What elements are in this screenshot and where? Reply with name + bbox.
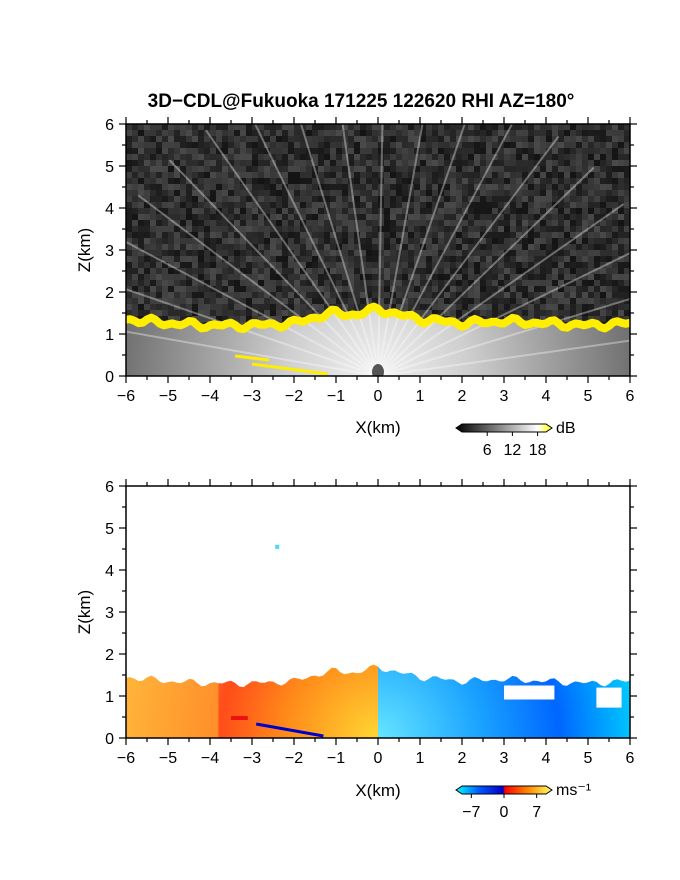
velocity-colorbar-unit: ms⁻¹ bbox=[556, 782, 591, 799]
velocity-xtick-label: −5 bbox=[159, 750, 177, 767]
backscatter-xtick-label: −1 bbox=[327, 388, 345, 405]
velocity-xtick-label: 2 bbox=[458, 750, 467, 767]
velocity-xtick-label: −2 bbox=[285, 750, 303, 767]
velocity-xtick-label: −4 bbox=[201, 750, 219, 767]
velocity-xtick-label: 3 bbox=[500, 750, 509, 767]
backscatter-xtick-label: −4 bbox=[201, 388, 219, 405]
backscatter-xtick-label: −6 bbox=[117, 388, 135, 405]
backscatter-ylabel: Z(km) bbox=[75, 228, 94, 272]
backscatter-colorbar-tick: 18 bbox=[529, 442, 547, 459]
velocity-ytick-label: 5 bbox=[105, 521, 114, 538]
velocity-xtick-label: −1 bbox=[327, 750, 345, 767]
velocity-ytick-label: 3 bbox=[105, 605, 114, 622]
velocity-colorbar-tick: −7 bbox=[462, 804, 480, 821]
backscatter-ytick-label: 4 bbox=[105, 201, 114, 218]
velocity-ytick-label: 2 bbox=[105, 647, 114, 664]
velocity-frame: −6 −5 −4 −3 −2 −1 0 1 2 3 4 5 6 0 1 2 3 4 5 6 bbox=[105, 479, 637, 767]
velocity-panel: −6 −5 −4 −3 −2 −1 0 1 2 3 4 5 6 0 1 2 3 4 5 6 X(km) Z(km) −… bbox=[75, 479, 637, 821]
backscatter-xtick-label: 3 bbox=[500, 388, 509, 405]
backscatter-xtick-label: −2 bbox=[285, 388, 303, 405]
backscatter-xtick-label: 4 bbox=[542, 388, 551, 405]
backscatter-colorbar-tick: 6 bbox=[483, 442, 492, 459]
backscatter-xtick-label: −3 bbox=[243, 388, 261, 405]
velocity-colorbar: −7 0 7 ms⁻¹ bbox=[455, 782, 591, 821]
velocity-ytick-label: 6 bbox=[105, 479, 114, 496]
figure-title: 3D−CDL@Fukuoka 171225 122620 RHI AZ=180° bbox=[148, 91, 575, 112]
backscatter-low-echo bbox=[235, 354, 269, 362]
backscatter-xtick-label: 1 bbox=[416, 388, 425, 405]
backscatter-ytick-label: 6 bbox=[105, 117, 114, 134]
backscatter-colorbar-bar bbox=[455, 423, 553, 433]
backscatter-xtick-label: 2 bbox=[458, 388, 467, 405]
backscatter-ytick-label: 2 bbox=[105, 285, 114, 302]
backscatter-ytick-label: 0 bbox=[105, 369, 114, 386]
backscatter-xtick-label: 0 bbox=[374, 388, 383, 405]
backscatter-xtick-label: 6 bbox=[626, 388, 635, 405]
backscatter-top-band bbox=[126, 302, 630, 334]
velocity-ytick-label: 4 bbox=[105, 563, 114, 580]
backscatter-ytick-label: 3 bbox=[105, 243, 114, 260]
backscatter-colorbar: 6 12 18 dB bbox=[455, 420, 576, 459]
velocity-ground-echo bbox=[255, 722, 324, 738]
velocity-xlabel: X(km) bbox=[355, 781, 400, 800]
velocity-colorbar-tick: 7 bbox=[532, 804, 541, 821]
backscatter-xtick-label: 5 bbox=[584, 388, 593, 405]
backscatter-ground-echo bbox=[251, 362, 328, 376]
velocity-xtick-label: −3 bbox=[243, 750, 261, 767]
velocity-ylabel: Z(km) bbox=[75, 590, 94, 634]
backscatter-colorbar-unit: dB bbox=[556, 420, 576, 437]
velocity-xtick-label: 0 bbox=[374, 750, 383, 767]
backscatter-frame: −6 −5 −4 −3 −2 −1 0 1 2 3 4 5 6 0 1 2 3 4 5 6 bbox=[105, 117, 637, 405]
radar-site bbox=[372, 364, 384, 376]
velocity-colorbar-bar bbox=[455, 785, 553, 795]
backscatter-echo-region bbox=[126, 124, 630, 376]
backscatter-xtick-label: −5 bbox=[159, 388, 177, 405]
velocity-ytick-label: 1 bbox=[105, 689, 114, 706]
velocity-colorbar-tick: 0 bbox=[500, 804, 509, 821]
velocity-ytick-label: 0 bbox=[105, 731, 114, 748]
backscatter-ytick-label: 5 bbox=[105, 159, 114, 176]
velocity-xtick-label: 5 bbox=[584, 750, 593, 767]
velocity-isolated-echo bbox=[275, 544, 280, 549]
velocity-xtick-label: 1 bbox=[416, 750, 425, 767]
backscatter-colorbar-tick: 12 bbox=[504, 442, 522, 459]
backscatter-xlabel: X(km) bbox=[355, 418, 400, 437]
backscatter-ytick-label: 1 bbox=[105, 327, 114, 344]
velocity-xtick-label: 6 bbox=[626, 750, 635, 767]
velocity-xtick-label: −6 bbox=[117, 750, 135, 767]
velocity-xtick-label: 4 bbox=[542, 750, 551, 767]
